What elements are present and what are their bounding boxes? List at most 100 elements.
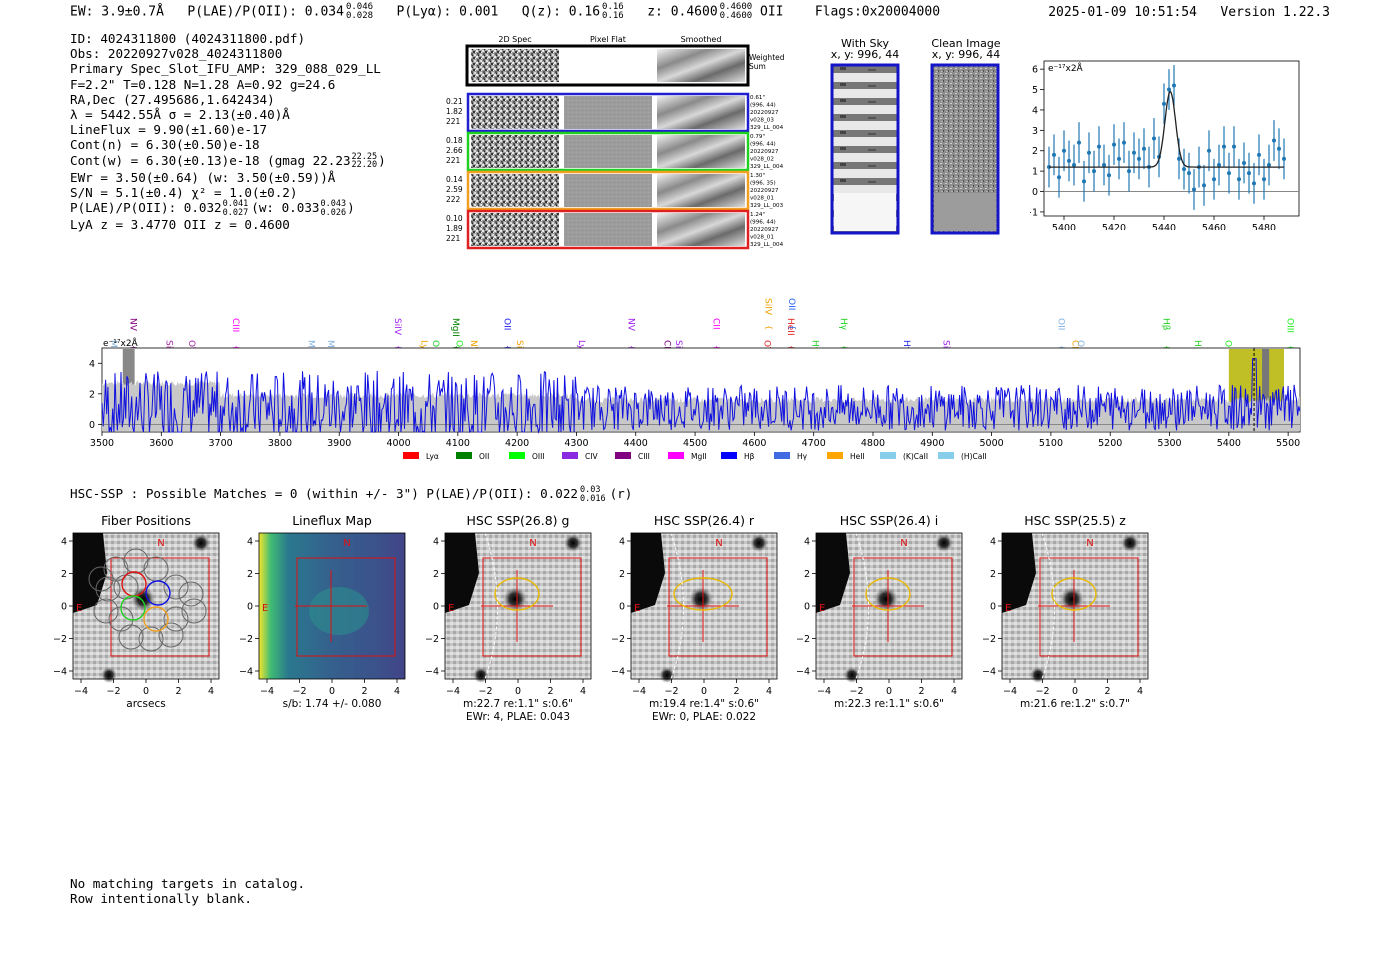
col-title-2dspec: 2D Spec xyxy=(498,35,531,44)
fit-data-point xyxy=(1162,83,1166,125)
legend-entry: MgII xyxy=(668,452,707,461)
fit-data-point xyxy=(1252,162,1256,204)
fiber-position xyxy=(138,626,164,652)
fit-data-point xyxy=(1212,158,1216,200)
with-sky-label: With Sky xyxy=(841,37,889,50)
footer-line-1: No matching targets in catalog. xyxy=(70,876,306,891)
spectral-line-label: CII { xyxy=(710,318,721,350)
spectrum-xtick-label: 3700 xyxy=(209,438,233,449)
fit-data-point xyxy=(1227,152,1231,194)
header-plae: P(LAE)/P(OII): 0.034 xyxy=(187,4,344,20)
hsc-ytick-label: 2 xyxy=(433,569,439,580)
cutout-side-label: 329_LL_004 xyxy=(750,125,784,131)
cutout-side-label: v028_01 xyxy=(750,235,774,241)
plae2-hi: 0.041 xyxy=(222,199,249,210)
fit-ytick-label: 0 xyxy=(1032,187,1038,198)
legend-entry: CIV xyxy=(562,452,598,461)
spectrum-xtick-label: 4100 xyxy=(446,438,470,449)
hsc-panel-title: HSC SSP(25.5) z xyxy=(1024,513,1126,528)
spectrum-xtick-label: 5000 xyxy=(980,438,1004,449)
cutout-value: 0.21 xyxy=(446,97,463,106)
legend-entry: Hγ xyxy=(774,452,808,461)
hsc-panel-note: s/b: 1.74 +/- 0.080 xyxy=(283,698,382,710)
cutout-side-label: 0.79" xyxy=(750,134,765,140)
hsc-xtick-label: 2 xyxy=(175,686,181,697)
fit-data-point xyxy=(1202,165,1206,206)
hsc-ytick-label: −4 xyxy=(611,667,625,678)
hsc-xtick-label: 2 xyxy=(361,686,367,697)
hsc-panel-title: Lineflux Map xyxy=(292,513,372,528)
spectrum-xtick-label: 4600 xyxy=(742,438,766,449)
svg-text:CII: CII xyxy=(710,318,720,330)
svg-text:OII: OII xyxy=(430,340,440,352)
hsc-panel-title: Fiber Positions xyxy=(101,513,191,528)
legend-entry: (H)CaII xyxy=(938,452,987,461)
hsc-panel-note: m:19.4 re:1.4" s:0.6" xyxy=(649,698,759,710)
compass-east: E xyxy=(262,603,268,614)
fiber-position xyxy=(178,581,204,607)
plae2w-lo: 0.026 xyxy=(320,207,347,218)
hsc-ytick-label: 4 xyxy=(247,537,253,548)
fit-ylabel: e⁻¹⁷x2Å xyxy=(1048,62,1084,74)
hsc-plae-lo: 0.016 xyxy=(580,493,606,504)
spectral-line-label: HeII{ xyxy=(785,318,796,350)
fit-xtick-label: 5460 xyxy=(1202,223,1226,230)
spectrum-xtick-label: 4000 xyxy=(386,438,410,449)
svg-text:Hγ: Hγ xyxy=(901,340,911,353)
hsc-xtick-label: 4 xyxy=(208,686,214,697)
fit-data-point xyxy=(1277,128,1281,170)
fit-data-point xyxy=(1257,134,1261,176)
clean-label: Clean Image xyxy=(931,37,1001,50)
header-ew: EW: 3.9±0.7Å xyxy=(70,4,164,20)
hsc-xtick-label: 2 xyxy=(733,686,739,697)
info-line-sn: S/N = 5.1(±0.4) χ² = 1.0(±0.2) xyxy=(70,184,298,200)
fit-data-point xyxy=(1207,130,1211,172)
col-title-smoothed: Smoothed xyxy=(681,35,722,44)
info-line-obs: Obs: 20220927v028_4024311800 xyxy=(70,46,283,62)
hsc-ytick-label: −2 xyxy=(425,634,439,645)
svg-text:{: { xyxy=(787,345,796,350)
hsc-panels: Fiber Positions N E −4 −4 −2 −2 0 0 2 2 4 4 arcsecs Li… xyxy=(53,513,1149,723)
spectral-line-label: OIII { xyxy=(1285,318,1296,350)
hsc-xtick-label: −2 xyxy=(849,686,863,697)
fiber-position xyxy=(163,606,189,632)
svg-text:OII: OII xyxy=(479,452,489,461)
compass-north: N xyxy=(529,538,536,549)
hsc-ytick-label: 4 xyxy=(990,537,996,548)
cutout-value: 2.66 xyxy=(446,146,463,155)
hsc-xtick-label: −2 xyxy=(664,686,678,697)
hsc-ytick-label: 2 xyxy=(61,569,67,580)
hsc-xtick-label: 0 xyxy=(886,686,892,697)
hsc-xtick-label: 0 xyxy=(143,686,149,697)
plae2-tail: (w: 0.033 xyxy=(251,200,320,216)
search-box xyxy=(853,557,953,657)
fit-ytick-label: 5 xyxy=(1032,85,1038,96)
cutout-side-label: 0.61" xyxy=(750,95,765,101)
fiber-orange xyxy=(143,606,169,632)
fit-data-point xyxy=(1187,152,1191,194)
fit-data-point xyxy=(1122,122,1126,163)
cutout-side-label: v028_01 xyxy=(750,196,774,202)
cutout-side-label: (996, 44) xyxy=(750,220,776,226)
fit-data-point xyxy=(1117,138,1121,180)
neighbor-aperture xyxy=(484,532,498,680)
hsc-xtick-label: −4 xyxy=(632,686,646,697)
svg-text:CIV: CIV xyxy=(585,452,598,461)
legend-entry: (K)CaII xyxy=(880,452,928,461)
info-line-ewr: EWr = 3.50(±0.64) (w: 3.50(±0.59))Å xyxy=(70,169,336,185)
fit-axes-frame xyxy=(1043,60,1300,217)
cutout-value: 1.82 xyxy=(446,107,463,116)
header-z-lo: 0.4600 xyxy=(719,11,753,21)
header-qz-hi: 0.16 xyxy=(602,2,624,12)
fit-data-point xyxy=(1262,158,1266,200)
hsc-xtick-label: 4 xyxy=(394,686,400,697)
hsc-ytick-label: −2 xyxy=(982,634,996,645)
cutout-value: 0.14 xyxy=(446,175,463,184)
fit-data-point xyxy=(1237,158,1241,200)
cutout-side-label: 20220927 xyxy=(750,188,779,194)
spectrum-xtick-label: 5400 xyxy=(1217,438,1241,449)
search-box xyxy=(668,557,768,657)
svg-text:Lyα: Lyα xyxy=(426,452,439,461)
